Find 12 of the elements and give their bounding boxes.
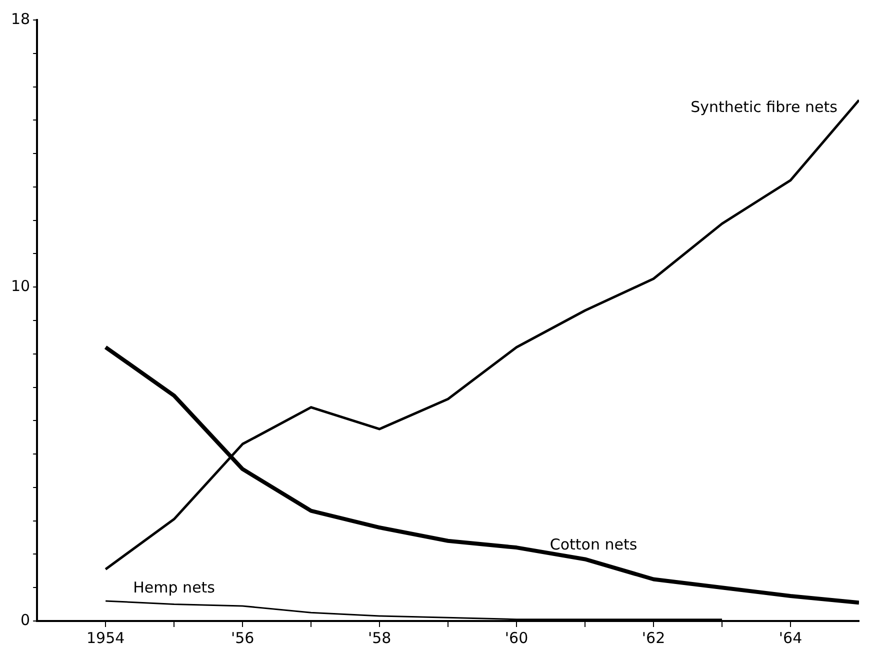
x-tick-label: '64 [778, 628, 802, 647]
y-tick-label: 10 [10, 277, 30, 295]
y-tick-label: 18 [10, 10, 30, 28]
x-tick-label: 1954 [86, 628, 125, 647]
x-tick-label: '56 [230, 628, 254, 647]
y-tick-label: 0 [20, 610, 30, 629]
series-label: Synthetic fibre nets [690, 98, 838, 116]
x-tick-label: '62 [642, 628, 666, 647]
series-label: Hemp nets [133, 578, 216, 596]
x-tick-label: '60 [504, 628, 528, 647]
x-tick-label: '58 [368, 628, 392, 647]
series-label: Cotton nets [550, 535, 638, 554]
